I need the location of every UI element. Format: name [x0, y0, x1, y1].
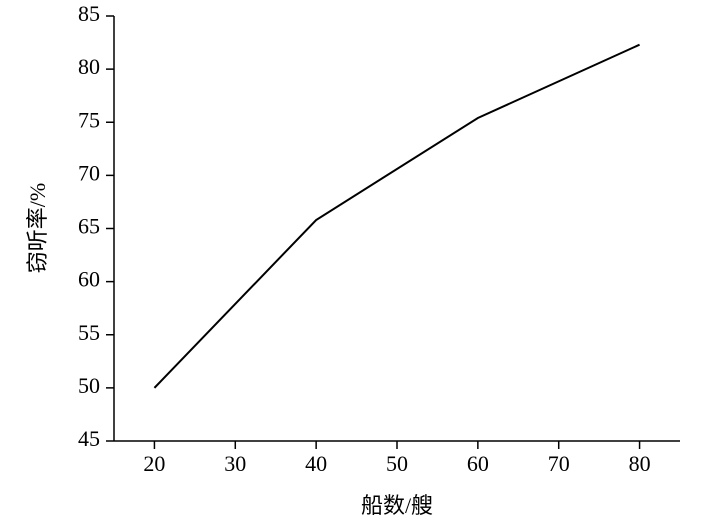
y-tick-label: 55 — [78, 320, 100, 345]
x-tick-label: 70 — [548, 451, 570, 476]
y-tick-label: 85 — [78, 1, 100, 26]
x-tick-label: 50 — [386, 451, 408, 476]
y-tick-label: 75 — [78, 107, 100, 132]
y-tick-label: 60 — [78, 267, 100, 292]
x-tick-label: 30 — [224, 451, 246, 476]
x-tick-label: 20 — [143, 451, 165, 476]
y-axis-label: 窃听率/% — [25, 183, 50, 273]
data-line — [153, 43, 640, 389]
y-tick-label: 70 — [78, 160, 100, 185]
y-tick-label: 45 — [78, 426, 100, 451]
x-tick-label: 80 — [629, 451, 651, 476]
y-tick-label: 80 — [78, 54, 100, 79]
y-tick-label: 65 — [78, 214, 100, 239]
x-tick-label: 40 — [305, 451, 327, 476]
y-tick-label: 50 — [78, 373, 100, 398]
x-tick-label: 60 — [467, 451, 489, 476]
x-axis-label: 船数/艘 — [361, 493, 433, 518]
